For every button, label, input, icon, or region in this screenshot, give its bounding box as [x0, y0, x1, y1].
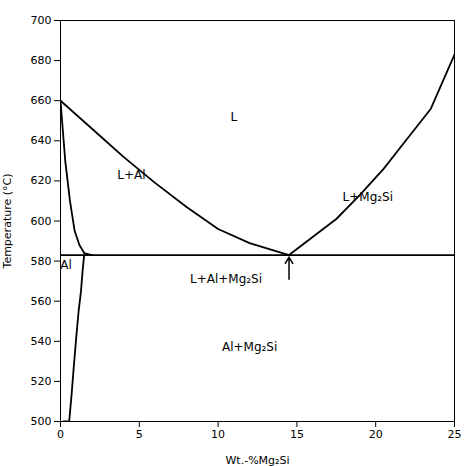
svg-text:Al: Al — [60, 258, 72, 272]
svg-text:25: 25 — [448, 428, 462, 441]
svg-text:L+Al: L+Al — [117, 168, 145, 182]
svg-text:20: 20 — [369, 428, 383, 441]
svg-text:660: 660 — [31, 94, 52, 107]
svg-text:L+Mg₂Si: L+Mg₂Si — [343, 190, 393, 204]
svg-text:15: 15 — [290, 428, 304, 441]
svg-text:600: 600 — [31, 215, 52, 228]
svg-text:5: 5 — [136, 428, 143, 441]
svg-text:L+Al+Mg₂Si: L+Al+Mg₂Si — [190, 272, 262, 286]
svg-text:10: 10 — [211, 428, 225, 441]
svg-text:700: 700 — [31, 14, 52, 27]
svg-text:Al+Mg₂Si: Al+Mg₂Si — [222, 340, 277, 354]
svg-text:Wt.-%Mg₂Si: Wt.-%Mg₂Si — [225, 454, 289, 466]
svg-text:560: 560 — [31, 295, 52, 308]
svg-text:680: 680 — [31, 54, 52, 67]
svg-text:520: 520 — [31, 375, 52, 388]
svg-text:L: L — [231, 110, 238, 124]
svg-text:620: 620 — [31, 174, 52, 187]
svg-text:640: 640 — [31, 134, 52, 147]
svg-text:0: 0 — [57, 428, 64, 441]
svg-text:540: 540 — [31, 335, 52, 348]
svg-text:Temperature (°C): Temperature (°C) — [1, 174, 14, 270]
svg-text:580: 580 — [31, 255, 52, 268]
svg-text:500: 500 — [31, 415, 52, 428]
